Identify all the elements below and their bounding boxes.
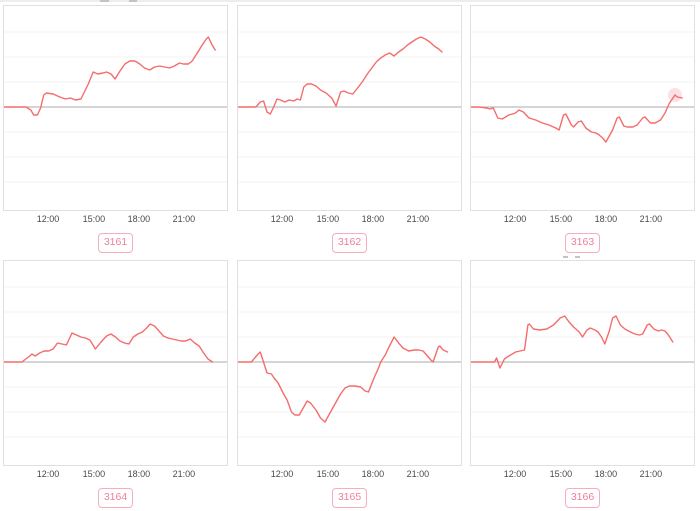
x-axis-tick: 21:00 xyxy=(172,214,196,224)
clipped-text-artifact xyxy=(575,256,580,258)
series-line xyxy=(4,323,214,363)
chart-tag-row: 3164 xyxy=(3,487,228,509)
x-axis: 12:00 15:00 18:00 21:00 xyxy=(3,214,228,225)
chart-tag-row: 3166 xyxy=(470,487,695,509)
clipped-text-artifact xyxy=(129,0,137,2)
x-axis: 12:00 15:00 18:00 21:00 xyxy=(470,469,695,480)
x-axis-tick: 15:00 xyxy=(549,214,573,224)
series-line xyxy=(471,315,674,369)
x-axis-tick: 15:00 xyxy=(82,469,106,479)
x-axis-tick: 21:00 xyxy=(406,214,430,224)
x-axis-tick: 21:00 xyxy=(406,469,430,479)
chart-panel-3166: 12:00 15:00 18:00 21:00 3166 xyxy=(470,260,695,510)
series-line xyxy=(471,94,683,143)
chart-panel-3163: 12:00 15:00 18:00 21:00 3163 xyxy=(470,5,695,255)
x-axis-tick: 21:00 xyxy=(639,469,663,479)
chart-tag[interactable]: 3165 xyxy=(331,488,368,509)
clipped-text-artifact xyxy=(563,256,568,258)
x-axis-tick: 15:00 xyxy=(82,214,106,224)
chart-tag[interactable]: 3163 xyxy=(564,233,601,254)
chart-tag[interactable]: 3162 xyxy=(331,233,368,254)
chart-tag[interactable]: 3161 xyxy=(97,233,134,254)
series-line xyxy=(238,36,443,115)
x-axis-tick: 12:00 xyxy=(36,214,60,224)
series-line xyxy=(4,36,216,116)
x-axis-tick: 12:00 xyxy=(503,214,527,224)
chart-tag-row: 3163 xyxy=(470,232,695,254)
x-axis-tick: 12:00 xyxy=(503,469,527,479)
x-axis-tick: 15:00 xyxy=(316,214,340,224)
sparkline-chart xyxy=(470,5,695,211)
chart-tag[interactable]: 3166 xyxy=(564,488,601,509)
sparkline-chart xyxy=(237,5,462,211)
series-line xyxy=(238,336,449,423)
sparkline-chart xyxy=(237,260,462,466)
x-axis-tick: 18:00 xyxy=(127,469,151,479)
x-axis-tick: 12:00 xyxy=(270,214,294,224)
clipped-header-strip xyxy=(0,0,700,2)
x-axis-tick: 21:00 xyxy=(639,214,663,224)
chart-panel-3161: 12:00 15:00 18:00 21:00 3161 xyxy=(3,5,228,255)
x-axis: 12:00 15:00 18:00 21:00 xyxy=(237,214,462,225)
x-axis-tick: 21:00 xyxy=(172,469,196,479)
sparkline-chart xyxy=(3,260,228,466)
chart-panel-3162: 12:00 15:00 18:00 21:00 3162 xyxy=(237,5,462,255)
x-axis-tick: 12:00 xyxy=(36,469,60,479)
x-axis-tick: 15:00 xyxy=(316,469,340,479)
x-axis-tick: 18:00 xyxy=(361,469,385,479)
x-axis-tick: 18:00 xyxy=(127,214,151,224)
x-axis: 12:00 15:00 18:00 21:00 xyxy=(3,469,228,480)
x-axis: 12:00 15:00 18:00 21:00 xyxy=(237,469,462,480)
chart-tag[interactable]: 3164 xyxy=(97,488,134,509)
chart-tag-row: 3161 xyxy=(3,232,228,254)
chart-panel-3164: 12:00 15:00 18:00 21:00 3164 xyxy=(3,260,228,510)
chart-tag-row: 3165 xyxy=(237,487,462,509)
x-axis-tick: 18:00 xyxy=(594,469,618,479)
sparkline-chart xyxy=(470,260,695,466)
chart-tag-row: 3162 xyxy=(237,232,462,254)
chart-panel-3165: 12:00 15:00 18:00 21:00 3165 xyxy=(237,260,462,510)
x-axis-tick: 18:00 xyxy=(361,214,385,224)
x-axis-tick: 12:00 xyxy=(270,469,294,479)
x-axis-tick: 15:00 xyxy=(549,469,573,479)
x-axis: 12:00 15:00 18:00 21:00 xyxy=(470,214,695,225)
x-axis-tick: 18:00 xyxy=(594,214,618,224)
sparkline-chart xyxy=(3,5,228,211)
clipped-text-artifact xyxy=(100,0,109,2)
